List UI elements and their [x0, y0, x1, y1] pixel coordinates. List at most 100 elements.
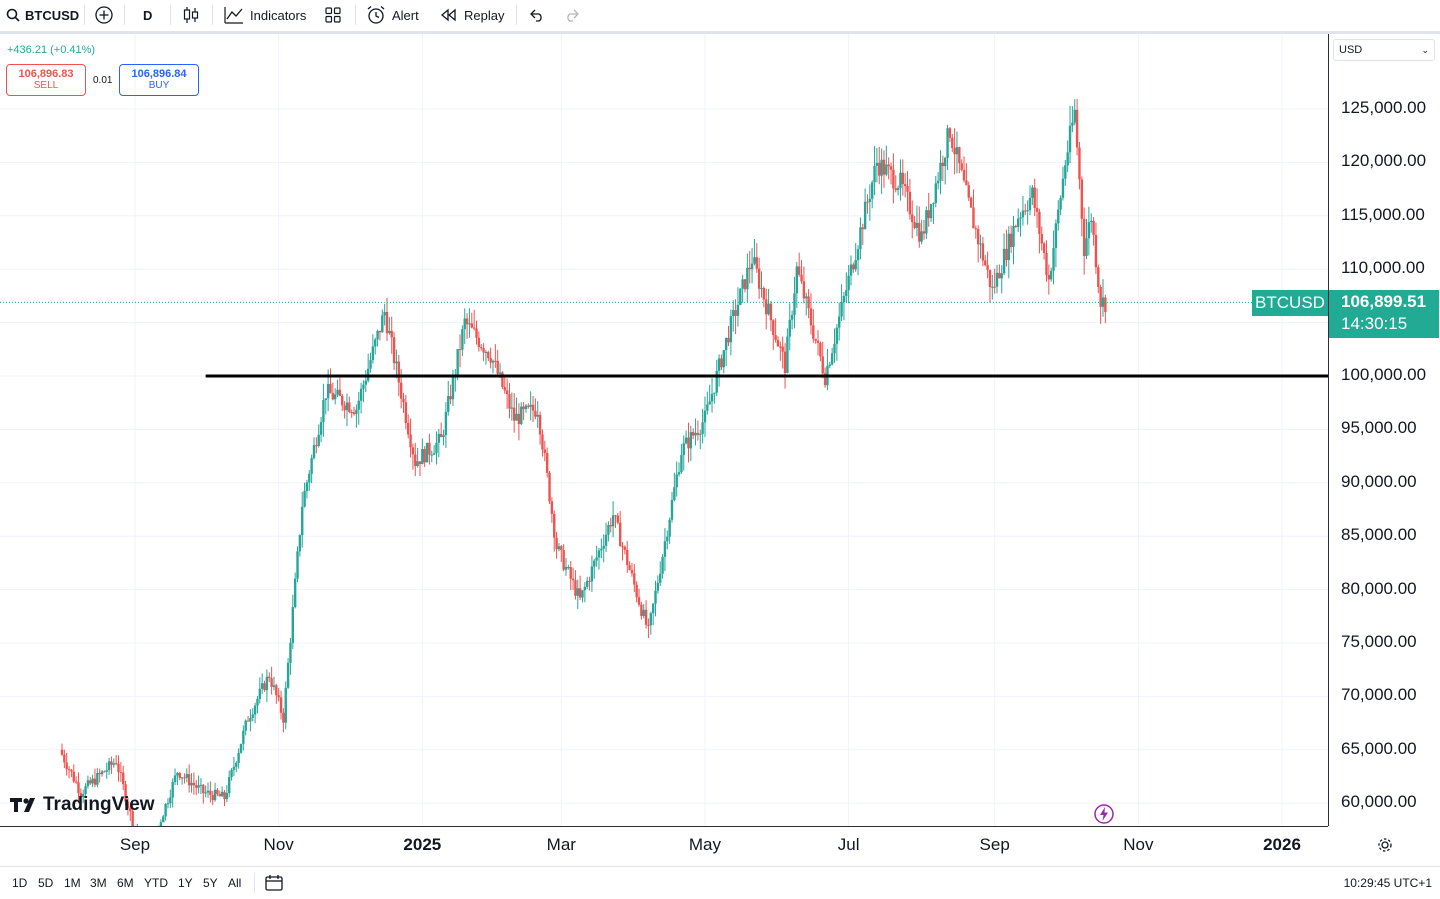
time-tick-label: 2025	[403, 835, 442, 854]
candle-body	[371, 346, 375, 361]
sell-button[interactable]: 106,896.83 SELL	[6, 64, 86, 96]
candle-body	[355, 409, 358, 415]
candle-body	[661, 556, 664, 574]
tradingview-logo-icon	[10, 798, 35, 812]
candle-body	[873, 165, 876, 183]
candle-body	[741, 279, 744, 289]
candle-body	[560, 546, 563, 551]
bottom-toolbar: 1D 5D 1M 3M 6M YTD 1Y 5Y All 10:29:45 UTC+1	[0, 866, 1440, 899]
candle-body	[1071, 122, 1074, 126]
news-event-marker[interactable]	[1092, 802, 1116, 826]
candle-body	[63, 754, 66, 763]
range-button-all[interactable]: All	[228, 876, 242, 890]
range-button-6m[interactable]: 6M	[117, 876, 134, 890]
symbol-search-button[interactable]: BTCUSD	[6, 0, 79, 30]
candle-body	[854, 260, 857, 270]
chart-type-button[interactable]	[182, 0, 200, 30]
candle-body	[835, 327, 839, 344]
candle-body	[326, 383, 330, 399]
candle-body	[418, 461, 422, 465]
candle-body	[472, 327, 476, 329]
axis-settings-button[interactable]	[1376, 836, 1394, 859]
candle-body	[849, 264, 853, 276]
candle-body	[772, 320, 775, 336]
candle-body	[760, 288, 763, 290]
range-button-ytd[interactable]: YTD	[144, 876, 168, 890]
indicators-button[interactable]: Indicators	[224, 0, 306, 30]
candle-body	[821, 356, 824, 374]
candle-body	[878, 162, 881, 176]
price-tick-label: 70,000.00	[1341, 685, 1417, 705]
candle-body	[303, 490, 306, 507]
candle-body	[739, 288, 742, 305]
candle-body	[237, 752, 240, 763]
chart-pane[interactable]: +436.21 (+0.41%) 106,896.83 SELL 0.01 10…	[0, 34, 1328, 826]
candle-body	[967, 185, 970, 198]
price-axis[interactable]: USD ⌄ 60,000.00 65,000.00 70,000.00 75,000.…	[1328, 34, 1440, 826]
candle-body	[475, 328, 478, 338]
change-readout: +436.21 (+0.41%)	[7, 44, 96, 56]
candle-body	[696, 432, 700, 435]
candle-body	[359, 388, 363, 401]
candle-body	[508, 394, 511, 409]
candle-body	[783, 351, 787, 373]
compare-add-button[interactable]	[94, 0, 114, 30]
candle-body	[706, 404, 709, 411]
candle-body	[122, 772, 125, 785]
candle-body	[1047, 275, 1051, 280]
candle-body	[541, 434, 544, 450]
candle-body	[578, 588, 582, 598]
candle-body	[969, 197, 973, 208]
replay-button[interactable]: Replay	[440, 0, 504, 30]
candle-body	[1019, 217, 1022, 219]
range-button-5y[interactable]: 5Y	[203, 876, 218, 890]
tradingview-logo[interactable]: TradingView	[10, 794, 155, 816]
candle-body	[553, 513, 556, 538]
layouts-button[interactable]	[324, 0, 342, 30]
alert-button[interactable]: Alert	[366, 0, 419, 30]
range-button-3m[interactable]: 3M	[90, 876, 107, 890]
candle-body	[936, 180, 940, 184]
candle-body	[447, 396, 450, 412]
candle-body	[305, 482, 309, 491]
buy-label: BUY	[148, 80, 170, 91]
range-button-5d[interactable]: 5D	[38, 876, 54, 890]
lightning-circle-icon	[1094, 804, 1114, 824]
candle-body	[955, 147, 959, 155]
candle-body	[84, 786, 87, 795]
range-button-1y[interactable]: 1Y	[178, 876, 193, 890]
range-button-1m[interactable]: 1M	[64, 876, 81, 890]
range-button-1d[interactable]: 1D	[12, 876, 28, 890]
date-range-button[interactable]	[264, 874, 284, 897]
time-tick-label: Nov	[1123, 835, 1154, 854]
candle-body	[1049, 270, 1053, 280]
time-axis[interactable]: Sep Nov 2025 Mar May Jul Sep Nov 2026	[0, 826, 1328, 867]
interval-button[interactable]: D	[143, 7, 153, 23]
candle-body	[838, 316, 841, 328]
candle-body	[776, 339, 780, 347]
redo-button[interactable]	[563, 0, 581, 30]
candle-body	[1099, 287, 1102, 307]
currency-select[interactable]: USD ⌄	[1333, 39, 1435, 61]
candle-body	[732, 310, 735, 317]
candle-body	[286, 662, 290, 688]
candle-body	[183, 777, 186, 779]
candle-body	[79, 793, 83, 797]
candle-body	[993, 286, 996, 288]
candle-body	[190, 782, 193, 786]
candle-body	[81, 794, 85, 797]
undo-button[interactable]	[528, 0, 546, 30]
candle-body	[727, 337, 730, 343]
buy-button[interactable]: 106,896.84 BUY	[119, 64, 199, 96]
candle-body	[258, 688, 262, 699]
candle-body	[870, 182, 874, 199]
candle-body	[543, 449, 547, 453]
candle-body	[246, 720, 250, 722]
time-tick-label: Sep	[979, 835, 1010, 854]
candle-body	[265, 676, 269, 691]
clock-readout[interactable]: 10:29:45 UTC+1	[1343, 876, 1432, 890]
candle-body	[567, 566, 570, 568]
candle-body	[496, 360, 499, 374]
candle-body	[263, 683, 266, 691]
price-chart[interactable]	[0, 34, 1328, 826]
